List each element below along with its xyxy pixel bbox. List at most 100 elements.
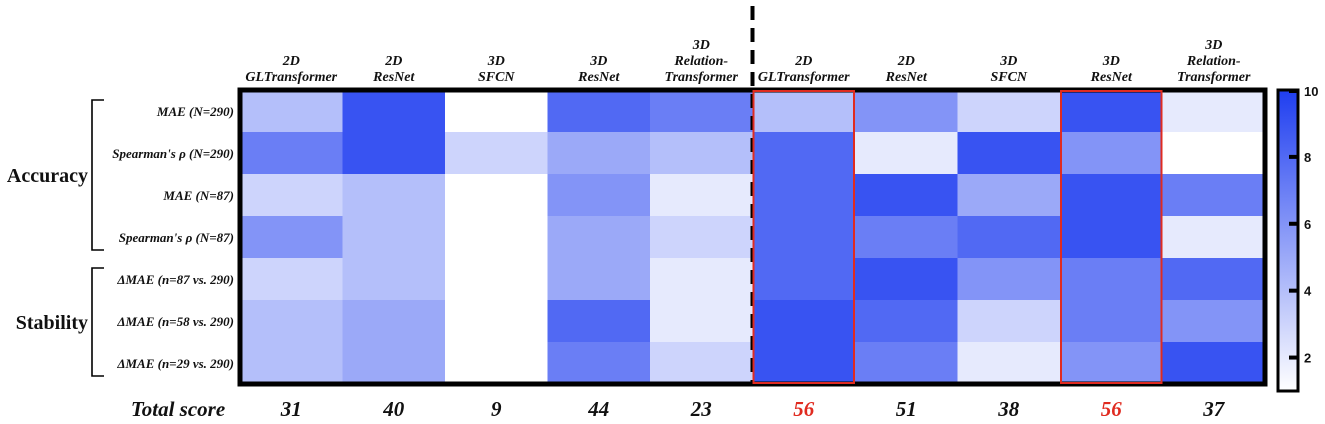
category-label-stability: Stability xyxy=(16,312,88,334)
heatmap-cell xyxy=(957,258,1061,301)
heatmap-cell xyxy=(650,90,753,133)
total-score-value: 9 xyxy=(491,397,502,421)
row-label: ΔMAE (n=58 vs. 290) xyxy=(116,314,234,329)
heatmap-cell xyxy=(1162,342,1266,385)
heatmap-cell xyxy=(1162,300,1266,343)
heatmap-cell xyxy=(855,132,958,175)
heatmap-cell xyxy=(445,90,548,133)
heatmap-cell xyxy=(1060,174,1163,217)
heatmap-cell xyxy=(240,342,343,385)
heatmap-cell xyxy=(650,258,753,301)
heatmap-cell xyxy=(957,174,1061,217)
heatmap-cell xyxy=(547,90,651,133)
heatmap-cell xyxy=(547,300,651,343)
heatmap-cell xyxy=(957,216,1061,259)
heatmap-cell xyxy=(547,174,651,217)
column-label: ResNet xyxy=(885,70,928,85)
heatmap-cell xyxy=(342,342,446,385)
heatmap-cell xyxy=(445,216,548,259)
category-label-accuracy: Accuracy xyxy=(7,165,88,187)
column-label: Transformer xyxy=(1177,70,1251,85)
highlight-box xyxy=(1060,90,1163,384)
column-label: 3D xyxy=(692,38,710,53)
heatmap-cell xyxy=(547,342,651,385)
heatmap-cell xyxy=(752,174,856,217)
heatmap-cell xyxy=(752,132,856,175)
total-score-value: 44 xyxy=(587,397,609,421)
total-score-value: 31 xyxy=(280,397,302,421)
heatmap-cell xyxy=(1060,132,1163,175)
heatmap-cell xyxy=(240,132,343,175)
heatmap-cell xyxy=(445,174,548,217)
category-bracket xyxy=(91,99,104,251)
column-label: GLTransformer xyxy=(245,70,337,85)
heatmap-cell xyxy=(240,174,343,217)
highlight-box xyxy=(752,90,855,384)
heatmap-cell xyxy=(650,174,753,217)
column-label: 3D xyxy=(1102,54,1120,69)
heatmap-cell xyxy=(1060,300,1163,343)
column-label: Relation- xyxy=(673,54,728,69)
heatmap-cell xyxy=(342,300,446,343)
row-label: Spearman's ρ (N=87) xyxy=(119,230,234,245)
colorbar xyxy=(1276,88,1300,393)
colorbar-tick-label: 8 xyxy=(1304,150,1311,165)
column-label: 3D xyxy=(589,54,607,69)
heatmap-cell xyxy=(445,342,548,385)
category-bracket xyxy=(91,267,104,377)
heatmap-cell xyxy=(547,216,651,259)
row-label: ΔMAE (n=87 vs. 290) xyxy=(116,272,234,287)
heatmap-cell xyxy=(240,216,343,259)
heatmap-cell xyxy=(650,216,753,259)
heatmap-cell xyxy=(855,300,958,343)
colorbar-tick-label: 6 xyxy=(1304,217,1311,232)
total-score-label: Total score xyxy=(131,397,225,421)
column-label: ResNet xyxy=(577,70,620,85)
column-label: Relation- xyxy=(1186,54,1241,69)
column-label: 2D xyxy=(897,54,915,69)
heatmap-cell xyxy=(1060,258,1163,301)
row-label: Spearman's ρ (N=290) xyxy=(112,146,234,161)
row-label: MAE (N=290) xyxy=(156,104,234,119)
heatmap-cell xyxy=(957,132,1061,175)
heatmap-cell xyxy=(342,216,446,259)
column-label: 2D xyxy=(794,54,812,69)
column-label: ResNet xyxy=(1090,70,1133,85)
heatmap-cell xyxy=(650,300,753,343)
heatmap-cell xyxy=(752,258,856,301)
colorbar-tick-label: 10 xyxy=(1304,84,1318,99)
heatmap-cell xyxy=(855,258,958,301)
heatmap-cell xyxy=(445,300,548,343)
heatmap-cell xyxy=(445,258,548,301)
heatmap-cell xyxy=(240,90,343,133)
heatmap-cell xyxy=(1162,258,1266,301)
colorbar-tick-label: 4 xyxy=(1304,284,1312,299)
total-score-value: 23 xyxy=(690,397,712,421)
column-label: GLTransformer xyxy=(758,70,850,85)
total-score-value: 56 xyxy=(1101,397,1123,421)
heatmap-cell xyxy=(445,132,548,175)
total-score-value: 38 xyxy=(997,397,1020,421)
heatmap-cell xyxy=(855,90,958,133)
column-label: ResNet xyxy=(372,70,415,85)
column-label: Transformer xyxy=(665,70,739,85)
heatmap-cell xyxy=(1162,90,1266,133)
row-label: MAE (N=87) xyxy=(162,188,234,203)
total-score-value: 56 xyxy=(793,397,815,421)
heatmap-cell xyxy=(1162,174,1266,217)
heatmap-cell xyxy=(342,174,446,217)
heatmap-cell xyxy=(342,90,446,133)
heatmap-cell xyxy=(957,342,1061,385)
heatmap-cell xyxy=(342,258,446,301)
heatmap-cell xyxy=(855,342,958,385)
heatmap-cell xyxy=(1060,90,1163,133)
heatmap-cell xyxy=(855,216,958,259)
total-score-value: 37 xyxy=(1202,397,1226,421)
heatmap-cell xyxy=(547,132,651,175)
column-label: 3D xyxy=(1204,38,1222,53)
heatmap-cell xyxy=(650,132,753,175)
heatmap-cell xyxy=(957,90,1061,133)
heatmap-cell xyxy=(855,174,958,217)
heatmap-cell xyxy=(957,300,1061,343)
